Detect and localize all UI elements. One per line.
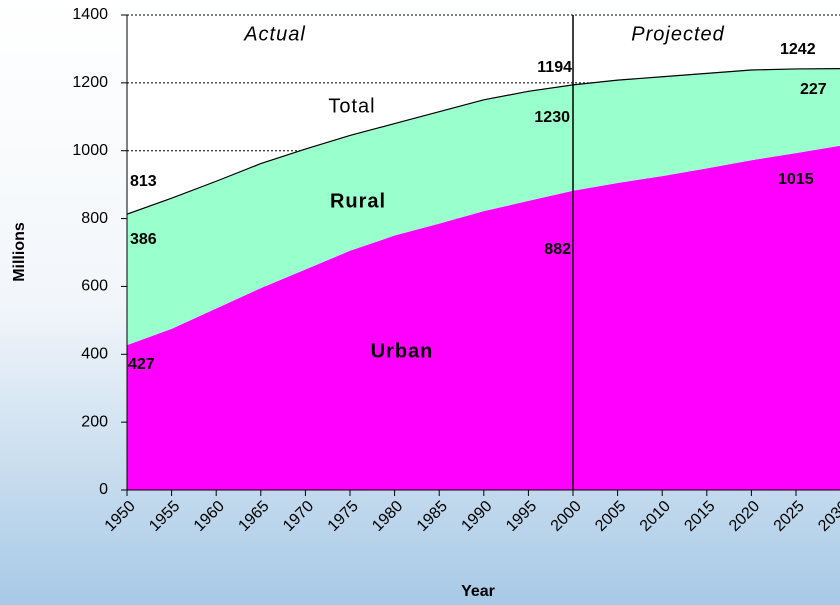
area <box>127 68 840 346</box>
area <box>127 145 840 490</box>
y-tick-label: 800 <box>81 210 108 227</box>
data-label: 386 <box>130 231 157 248</box>
y-tick-label: 0 <box>99 481 108 498</box>
data-label: 813 <box>130 173 157 190</box>
data-label: 227 <box>800 81 827 98</box>
annotation: Actual <box>243 23 306 45</box>
data-label: 1194 <box>537 59 572 76</box>
x-axis-title: Year <box>461 583 495 600</box>
y-axis-title: Millions <box>11 222 28 282</box>
y-tick-label: 1200 <box>72 74 108 91</box>
data-label: 1230 <box>534 109 570 126</box>
y-tick-label: 200 <box>81 413 108 430</box>
y-tick-label: 600 <box>81 278 108 295</box>
y-tick-label: 400 <box>81 346 108 363</box>
annotation: Projected <box>631 23 725 45</box>
total-line <box>126 68 840 215</box>
data-label: 882 <box>544 241 571 258</box>
series-label: Rural <box>330 190 386 212</box>
series-label: Urban <box>371 340 434 362</box>
y-tick-label: 1400 <box>72 6 108 23</box>
annotation: Total <box>328 95 375 117</box>
data-label: 427 <box>128 356 155 373</box>
data-label: 1015 <box>778 171 814 188</box>
y-tick-label: 1000 <box>72 142 108 159</box>
data-label: 1242 <box>780 41 816 58</box>
